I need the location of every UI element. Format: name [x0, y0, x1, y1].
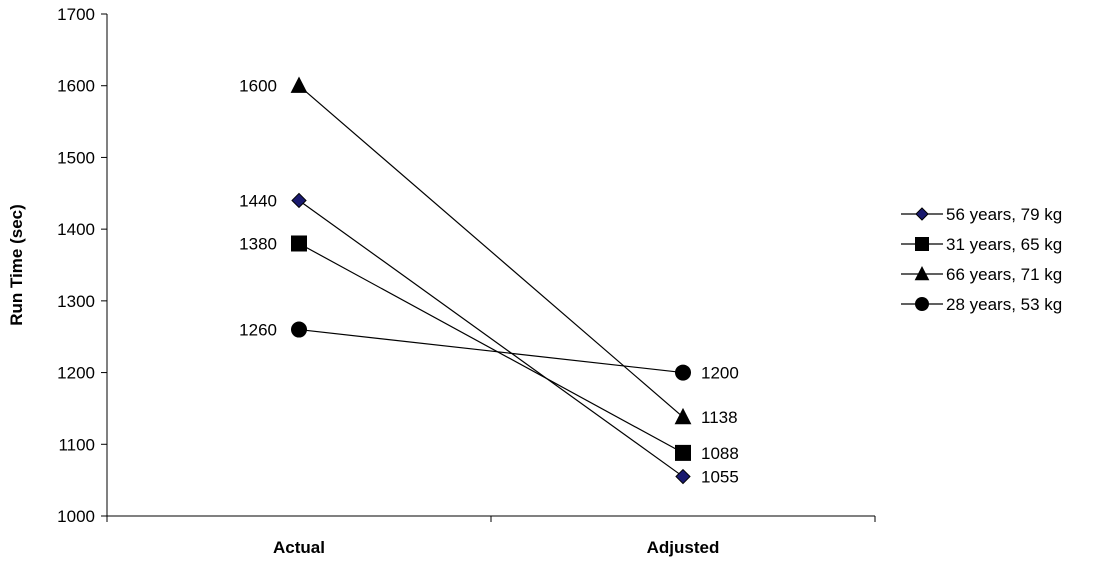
series-line [298, 242, 684, 454]
data-label: 1440 [239, 191, 277, 210]
legend-item: 28 years, 53 kg [901, 295, 1062, 314]
y-tick-label: 1700 [57, 5, 95, 24]
data-label: 1380 [239, 234, 277, 253]
legend-item: 56 years, 79 kg [901, 205, 1062, 224]
legend-marker-square [915, 237, 929, 251]
legend: 56 years, 79 kg 31 years, 65 kg 66 years, … [901, 205, 1062, 314]
data-point-circle [291, 321, 307, 338]
legend-marker-triangle [914, 265, 930, 281]
data-point-circle [675, 364, 691, 381]
data-point-square [675, 444, 691, 461]
legend-label: 28 years, 53 kg [946, 295, 1062, 314]
data-point-diamond [675, 468, 691, 485]
y-tick-label: 1000 [57, 507, 95, 526]
legend-label: 31 years, 65 kg [946, 235, 1062, 254]
legend-marker-diamond [915, 207, 929, 221]
y-tick-label: 1200 [57, 364, 95, 383]
legend-item: 66 years, 71 kg [901, 265, 1062, 284]
series-layer [290, 76, 692, 485]
y-tick-label: 1100 [58, 435, 95, 454]
data-point-triangle [674, 407, 692, 425]
legend-marker-circle [915, 297, 929, 311]
y-tick-label: 1300 [57, 292, 95, 311]
legend-label: 56 years, 79 kg [946, 205, 1062, 224]
data-point-diamond [291, 192, 307, 209]
data-label: 1138 [701, 408, 738, 427]
data-label: 1260 [239, 321, 277, 340]
legend-label: 66 years, 71 kg [946, 265, 1062, 284]
series-diamond [291, 192, 691, 485]
series-line [298, 85, 684, 418]
data-label: 1200 [701, 364, 739, 383]
series-triangle [290, 76, 692, 425]
x-category-label: Actual [273, 538, 325, 557]
x-category-label: Adjusted [647, 538, 720, 557]
y-tick-label: 1600 [57, 77, 95, 96]
y-tick-label: 1500 [57, 148, 95, 167]
data-point-square [291, 235, 307, 252]
data-label: 1088 [701, 444, 739, 463]
series-square [291, 235, 691, 461]
axes: 1000 1100 1200 1300 1400 1500 1600 1700 Actual Ad… [57, 5, 876, 557]
data-point-triangle [290, 76, 308, 93]
data-label: 1055 [701, 468, 739, 487]
series-line [298, 199, 684, 478]
legend-item: 31 years, 65 kg [901, 235, 1062, 254]
data-label: 1600 [239, 77, 277, 96]
series-line [298, 328, 684, 374]
data-labels-layer: 1440 1055 1380 1088 1600 1138 1260 1200 [239, 77, 739, 487]
y-axis-title: Run Time (sec) [7, 204, 26, 326]
y-tick-label: 1400 [57, 220, 95, 239]
series-circle [291, 321, 691, 381]
